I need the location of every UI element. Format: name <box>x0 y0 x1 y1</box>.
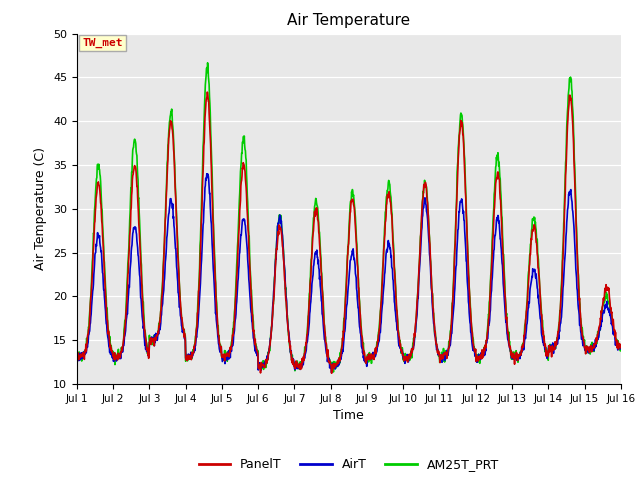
AirT <box>73 355 81 360</box>
AM25T_PRT <box>553 335 561 341</box>
PanelT <box>255 361 263 367</box>
Line: PanelT: PanelT <box>77 92 621 373</box>
AirT <box>194 324 202 330</box>
AirT <box>203 171 211 177</box>
Title: Air Temperature: Air Temperature <box>287 13 410 28</box>
Legend: PanelT, AirT, AM25T_PRT: PanelT, AirT, AM25T_PRT <box>194 453 504 476</box>
AirT <box>328 370 335 375</box>
AM25T_PRT <box>204 60 211 66</box>
Text: TW_met: TW_met <box>82 38 123 48</box>
PanelT <box>204 89 211 95</box>
AM25T_PRT <box>255 364 263 370</box>
PanelT <box>434 348 442 354</box>
AM25T_PRT <box>434 350 442 356</box>
AirT <box>505 342 513 348</box>
AirT <box>617 344 625 349</box>
PanelT <box>194 310 202 316</box>
Y-axis label: Air Temperature (C): Air Temperature (C) <box>35 147 47 270</box>
AM25T_PRT <box>330 369 337 375</box>
AirT <box>553 338 561 344</box>
AM25T_PRT <box>73 355 81 360</box>
PanelT <box>328 371 335 376</box>
AM25T_PRT <box>180 331 188 336</box>
Line: AirT: AirT <box>77 174 621 372</box>
AM25T_PRT <box>617 346 625 351</box>
PanelT <box>73 351 81 357</box>
X-axis label: Time: Time <box>333 409 364 422</box>
Line: AM25T_PRT: AM25T_PRT <box>77 63 621 372</box>
PanelT <box>180 330 188 336</box>
PanelT <box>505 340 513 346</box>
AM25T_PRT <box>194 302 202 308</box>
PanelT <box>553 336 561 342</box>
AirT <box>180 336 188 342</box>
PanelT <box>617 345 625 351</box>
AirT <box>434 347 442 353</box>
AM25T_PRT <box>505 329 513 335</box>
AirT <box>255 360 263 365</box>
